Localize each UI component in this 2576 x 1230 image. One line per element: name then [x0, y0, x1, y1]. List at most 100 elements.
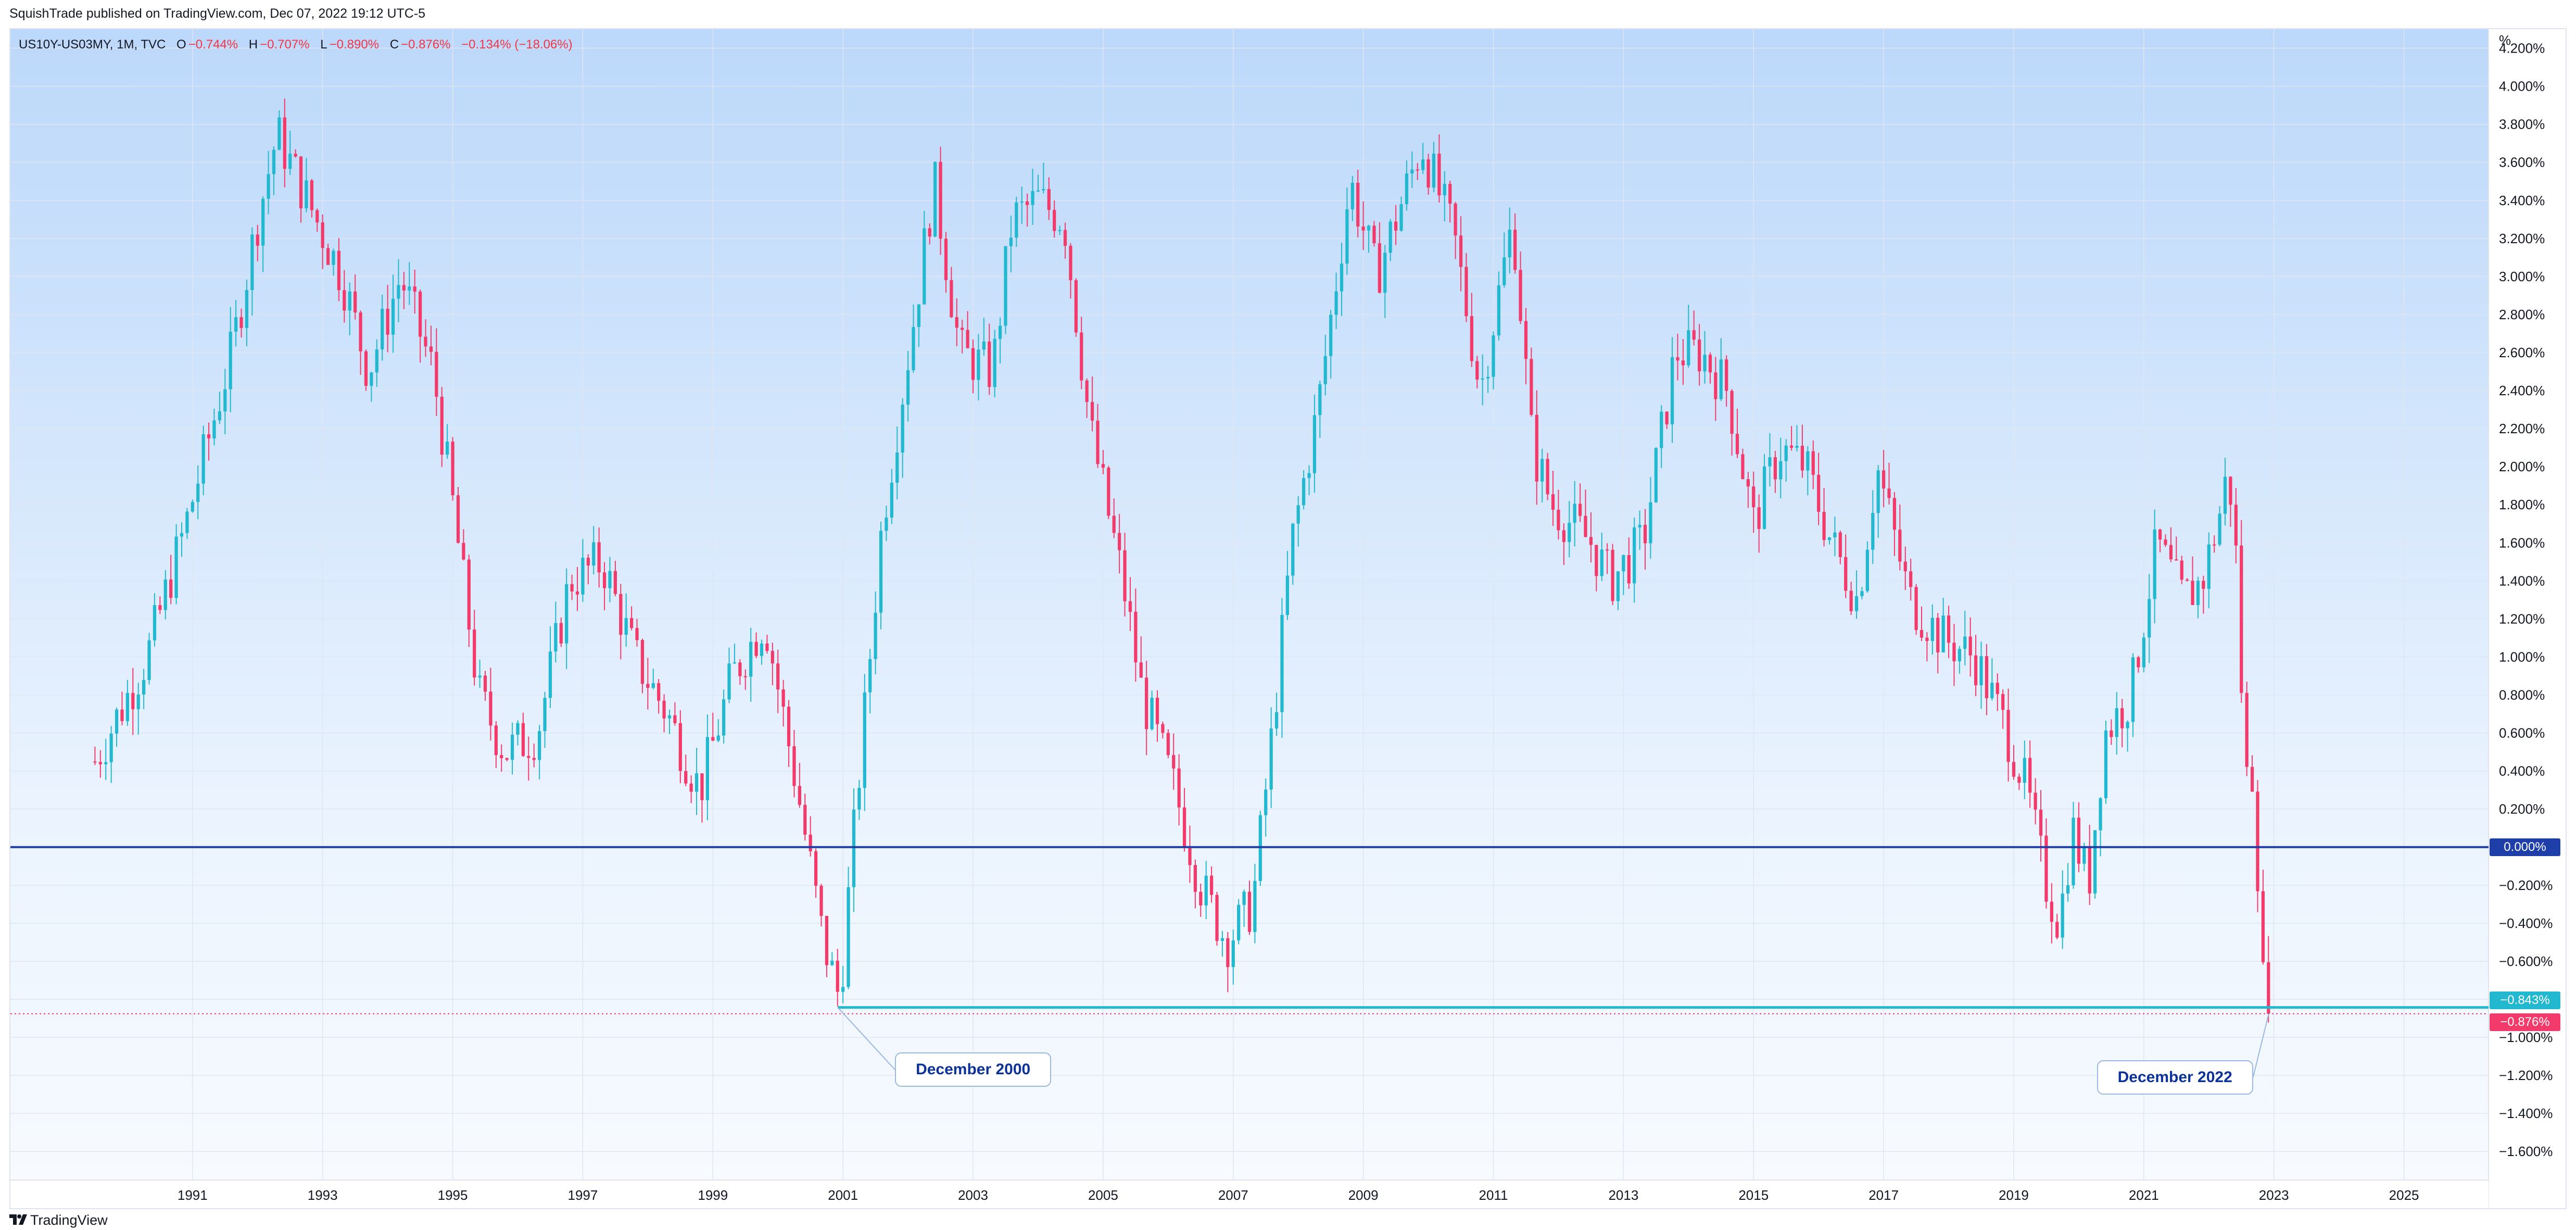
- candle-body: [1649, 502, 1652, 544]
- candle-body: [2191, 581, 2194, 605]
- candle-body: [1340, 263, 1344, 292]
- candle-body: [332, 250, 335, 265]
- annotation-december-2000[interactable]: December 2000: [895, 1052, 1052, 1087]
- candle-body: [1226, 938, 1230, 968]
- candle-body: [1600, 549, 1603, 576]
- chart-area[interactable]: 4.200% 4.000% 3.800% 3.600% 3.400% 3.200% 3.00…: [9, 28, 2567, 1209]
- candle-body: [370, 372, 373, 386]
- candle-body: [1768, 457, 1772, 467]
- legend-close-value: −0.876%: [401, 37, 451, 52]
- candle-body: [705, 737, 710, 800]
- candle-body: [375, 349, 378, 373]
- candle-body: [1036, 190, 1040, 192]
- y-tick-label: −0.600%: [2499, 953, 2553, 969]
- x-tick-label: 2003: [958, 1187, 988, 1203]
- x-tick-label: 2017: [1868, 1187, 1899, 1203]
- candle-body: [662, 700, 666, 719]
- candle-body: [993, 338, 996, 387]
- candle-body: [1990, 683, 1994, 698]
- annotation-december-2022[interactable]: December 2022: [2097, 1060, 2253, 1095]
- candle-body: [2175, 559, 2178, 561]
- candle-body: [2039, 809, 2043, 836]
- candle-body: [343, 290, 346, 311]
- candle-body: [1481, 378, 1484, 380]
- candle-body: [1253, 881, 1257, 932]
- candle-body: [408, 286, 411, 291]
- candle-body: [294, 154, 297, 157]
- candle-body: [1963, 636, 1967, 649]
- candle-body: [1822, 511, 1826, 541]
- candle-body: [2099, 798, 2102, 831]
- candle-body: [2180, 560, 2183, 580]
- y-tick-label: 4.000%: [2499, 79, 2545, 94]
- price-axis-bg: [2489, 29, 2566, 1208]
- candle-body: [1616, 571, 1620, 601]
- candle-body: [125, 693, 130, 721]
- candle-body: [1573, 504, 1576, 523]
- candle-body: [1546, 459, 1549, 495]
- candle-body: [1535, 415, 1538, 482]
- candle-body: [1665, 411, 1669, 424]
- candle-body: [1914, 587, 1918, 630]
- candle-body: [841, 987, 845, 992]
- candle-body: [1502, 257, 1506, 285]
- candle-body: [1383, 253, 1387, 293]
- candle-body: [1892, 498, 1897, 530]
- tradingview-brand: TradingView: [30, 1212, 108, 1228]
- y-tick-label: −1.000%: [2499, 1030, 2553, 1045]
- y-tick-label: 1.400%: [2499, 573, 2545, 588]
- candle-body: [1150, 697, 1154, 730]
- candle-body: [1508, 230, 1511, 258]
- candle-body: [1930, 618, 1934, 641]
- candle-body: [1356, 182, 1360, 227]
- candle-body: [1633, 527, 1636, 584]
- candle-body: [673, 715, 677, 723]
- candle-body: [1426, 159, 1430, 188]
- candle-body: [961, 328, 964, 330]
- candle-body: [548, 651, 552, 698]
- candle-body: [397, 285, 400, 299]
- candle-body: [1454, 203, 1457, 236]
- candle-body: [2240, 545, 2243, 693]
- candle-body: [386, 308, 389, 335]
- candle-body: [451, 442, 454, 496]
- candle-body: [2077, 818, 2081, 864]
- candle-body: [1578, 504, 1582, 516]
- candle-body: [586, 558, 590, 566]
- candle-body: [115, 709, 119, 734]
- candle-body: [462, 543, 465, 560]
- candle-body: [2061, 893, 2064, 938]
- candle-body: [809, 834, 812, 851]
- candlestick-chart[interactable]: 4.200% 4.000% 3.800% 3.600% 3.400% 3.200% 3.00…: [10, 29, 2567, 1209]
- candle-body: [196, 483, 200, 502]
- candle-body: [1204, 875, 1208, 906]
- candle-body: [754, 642, 758, 656]
- candle-body: [901, 405, 904, 453]
- candle-body: [510, 734, 514, 760]
- legend-high-key: H: [248, 37, 258, 52]
- candle-body: [776, 663, 780, 689]
- candle-body: [1725, 359, 1728, 391]
- candle-body: [619, 594, 623, 635]
- candle-body: [694, 773, 699, 792]
- candle-body: [1611, 549, 1614, 601]
- candle-body: [1757, 507, 1761, 529]
- candle-body: [163, 579, 167, 610]
- candle-body: [1155, 697, 1159, 724]
- x-tick-label: 1999: [698, 1187, 728, 1203]
- candle-body: [852, 809, 856, 887]
- candle-body: [559, 623, 563, 644]
- candle-body: [2250, 767, 2254, 792]
- annotation-callout-line: [2252, 1013, 2269, 1078]
- candle-body: [2245, 693, 2249, 767]
- candle-body: [120, 709, 124, 721]
- candle-body: [1974, 655, 1978, 685]
- candle-body: [1860, 591, 1864, 596]
- candle-body: [2017, 776, 2021, 783]
- x-tick-label: 2013: [1608, 1187, 1638, 1203]
- candle-body: [1530, 359, 1533, 415]
- candle-body: [1719, 359, 1723, 399]
- candle-body: [1323, 356, 1327, 384]
- candle-body: [1540, 459, 1544, 482]
- candle-body: [988, 341, 991, 387]
